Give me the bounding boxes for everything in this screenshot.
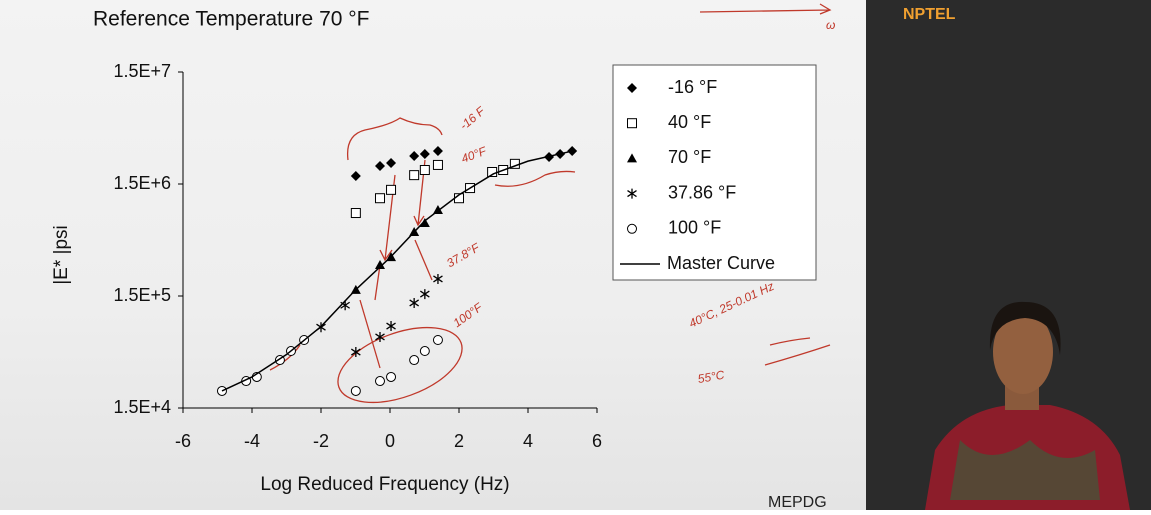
y-axis-label: |E* |psi <box>51 225 72 285</box>
point <box>419 148 430 159</box>
annotation: ω <box>826 18 835 32</box>
x-tick-label: 0 <box>385 431 395 451</box>
brand: NPTEL <box>903 6 956 23</box>
point <box>350 170 361 181</box>
point <box>409 297 420 308</box>
master-curve <box>221 150 574 392</box>
y-tick-label: 1.5E+5 <box>113 285 171 305</box>
legend-swatch <box>627 118 637 129</box>
y-tick-label: 1.5E+7 <box>113 61 171 81</box>
legend-swatch <box>627 223 637 234</box>
point <box>409 150 420 161</box>
point <box>419 217 430 227</box>
legend-swatch <box>627 188 637 199</box>
point <box>432 335 443 346</box>
point <box>433 273 443 284</box>
legend-swatch <box>627 83 637 93</box>
point <box>374 161 385 172</box>
point <box>350 385 361 396</box>
x-tick-label: 4 <box>523 431 533 451</box>
presenter <box>925 301 1130 510</box>
footer: MEPDG <box>768 494 827 510</box>
hand-drawings <box>269 3 832 404</box>
annotation: 55°C <box>697 368 726 387</box>
legend-swatch <box>627 153 637 163</box>
point <box>409 170 420 181</box>
legend-label: 70 °F <box>668 147 711 167</box>
point <box>409 355 420 366</box>
x-tick-label: -2 <box>313 431 329 451</box>
legend-box <box>612 64 817 281</box>
point <box>432 204 443 214</box>
legend-label: 37.86 °F <box>668 182 736 202</box>
point <box>386 371 397 382</box>
point <box>432 145 443 156</box>
point <box>432 159 443 170</box>
point <box>374 259 385 269</box>
point <box>419 289 430 300</box>
point <box>350 208 361 219</box>
point <box>386 157 397 168</box>
x-tick-label: 6 <box>592 431 602 451</box>
x-tick-label: 2 <box>454 431 464 451</box>
point <box>375 331 385 342</box>
point <box>386 184 397 195</box>
legend-label: 100 °F <box>668 218 721 238</box>
legend-label: -16 °F <box>668 77 717 97</box>
x-tick-label: -4 <box>244 431 260 451</box>
chart-title: Reference Temperature 70 °F <box>93 8 370 31</box>
x-axis-label: Log Reduced Frequency (Hz) <box>260 474 509 495</box>
point <box>419 346 430 357</box>
point <box>374 376 385 387</box>
point <box>419 165 430 176</box>
point <box>350 347 361 358</box>
point <box>374 193 385 204</box>
y-tick-label: 1.5E+4 <box>113 397 171 417</box>
point <box>386 321 396 332</box>
legend-label: Master Curve <box>667 253 775 273</box>
legend-label: 40 °F <box>668 112 711 132</box>
y-tick-label: 1.5E+6 <box>113 173 171 193</box>
x-tick-label: -6 <box>175 431 191 451</box>
